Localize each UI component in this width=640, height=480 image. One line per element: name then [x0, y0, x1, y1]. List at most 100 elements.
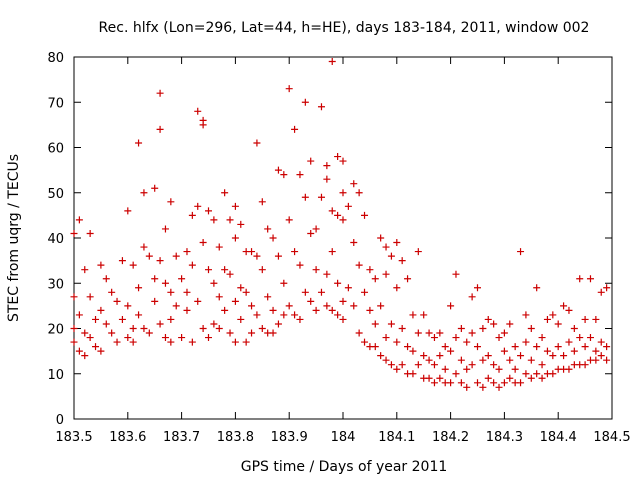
- data-point: [533, 370, 541, 378]
- data-point: [339, 315, 347, 323]
- data-point: [500, 379, 508, 387]
- data-point: [237, 220, 245, 228]
- data-point: [205, 334, 212, 342]
- data-point: [97, 261, 105, 269]
- data-point: [248, 329, 256, 337]
- data-point: [377, 234, 385, 242]
- data-point: [183, 288, 191, 296]
- data-point: [248, 248, 256, 256]
- data-point: [151, 275, 159, 283]
- data-point: [307, 157, 315, 165]
- data-point: [253, 311, 261, 319]
- data-point: [188, 338, 196, 346]
- data-point: [430, 334, 438, 342]
- data-point: [436, 329, 444, 337]
- data-point: [447, 379, 455, 387]
- data-point: [81, 266, 89, 274]
- x-tick-label: 184.3: [486, 430, 523, 445]
- data-point: [264, 225, 272, 233]
- data-point: [398, 257, 406, 265]
- data-point: [361, 288, 369, 296]
- data-point: [86, 293, 94, 301]
- data-point: [172, 302, 180, 310]
- data-point: [592, 356, 600, 364]
- data-point: [441, 343, 449, 351]
- data-point: [118, 257, 126, 265]
- data-point: [328, 58, 336, 66]
- x-tick-label: 183.6: [109, 430, 146, 445]
- x-tick-label: 183.7: [163, 430, 200, 445]
- data-point: [570, 347, 578, 355]
- data-point: [355, 329, 363, 337]
- data-point: [70, 229, 78, 237]
- data-point: [291, 248, 299, 256]
- data-points: [70, 58, 611, 391]
- data-point: [554, 343, 562, 351]
- data-point: [323, 270, 331, 278]
- data-point: [215, 293, 223, 301]
- data-point: [409, 370, 417, 378]
- y-tick-label: 60: [47, 142, 64, 157]
- data-point: [312, 266, 320, 274]
- data-point: [576, 275, 584, 283]
- data-point: [167, 315, 175, 323]
- data-point: [291, 311, 299, 319]
- data-point: [183, 306, 191, 314]
- data-point: [522, 311, 530, 319]
- data-point: [226, 216, 234, 224]
- data-point: [274, 166, 282, 174]
- data-point: [517, 352, 525, 360]
- data-point: [517, 379, 525, 387]
- data-point: [97, 347, 105, 355]
- data-point: [366, 306, 374, 314]
- data-point: [355, 189, 363, 197]
- data-point: [484, 374, 492, 382]
- data-point: [172, 252, 180, 260]
- data-point: [328, 306, 336, 314]
- data-point: [129, 261, 137, 269]
- data-point: [178, 334, 186, 342]
- data-point: [334, 311, 342, 319]
- data-point: [441, 365, 449, 373]
- data-point: [452, 334, 460, 342]
- data-point: [393, 338, 401, 346]
- data-point: [188, 211, 196, 219]
- data-point: [484, 352, 492, 360]
- data-point: [253, 252, 261, 260]
- data-point: [199, 121, 207, 129]
- data-point: [129, 338, 137, 346]
- data-point: [108, 329, 116, 337]
- data-point: [404, 275, 412, 283]
- data-point: [140, 189, 148, 197]
- data-point: [495, 365, 503, 373]
- x-tick-label: 184.1: [378, 430, 415, 445]
- data-point: [285, 216, 293, 224]
- axis-ticks: [73, 56, 613, 420]
- data-point: [565, 338, 573, 346]
- data-point: [430, 379, 438, 387]
- data-point: [92, 315, 100, 323]
- data-point: [409, 347, 417, 355]
- data-point: [221, 189, 229, 197]
- data-point: [183, 248, 191, 256]
- data-point: [296, 171, 304, 179]
- data-point: [237, 315, 245, 323]
- data-point: [355, 261, 363, 269]
- data-point: [371, 320, 379, 328]
- data-point: [457, 325, 465, 332]
- tick-labels: 183.5 183.6 183.7 183.8 183.9 184 184.1 184.2 18…: [47, 51, 630, 445]
- data-point: [425, 356, 433, 364]
- data-point: [280, 311, 288, 319]
- data-point: [86, 229, 94, 237]
- data-point: [301, 98, 309, 106]
- data-point: [75, 347, 83, 355]
- data-point: [490, 361, 498, 369]
- data-point: [248, 302, 256, 310]
- data-point: [113, 338, 121, 346]
- y-tick-label: 20: [47, 323, 64, 338]
- data-point: [350, 239, 358, 247]
- data-point: [366, 266, 374, 274]
- data-point: [167, 338, 175, 346]
- data-point: [140, 325, 148, 332]
- x-tick-label: 184.2: [432, 430, 469, 445]
